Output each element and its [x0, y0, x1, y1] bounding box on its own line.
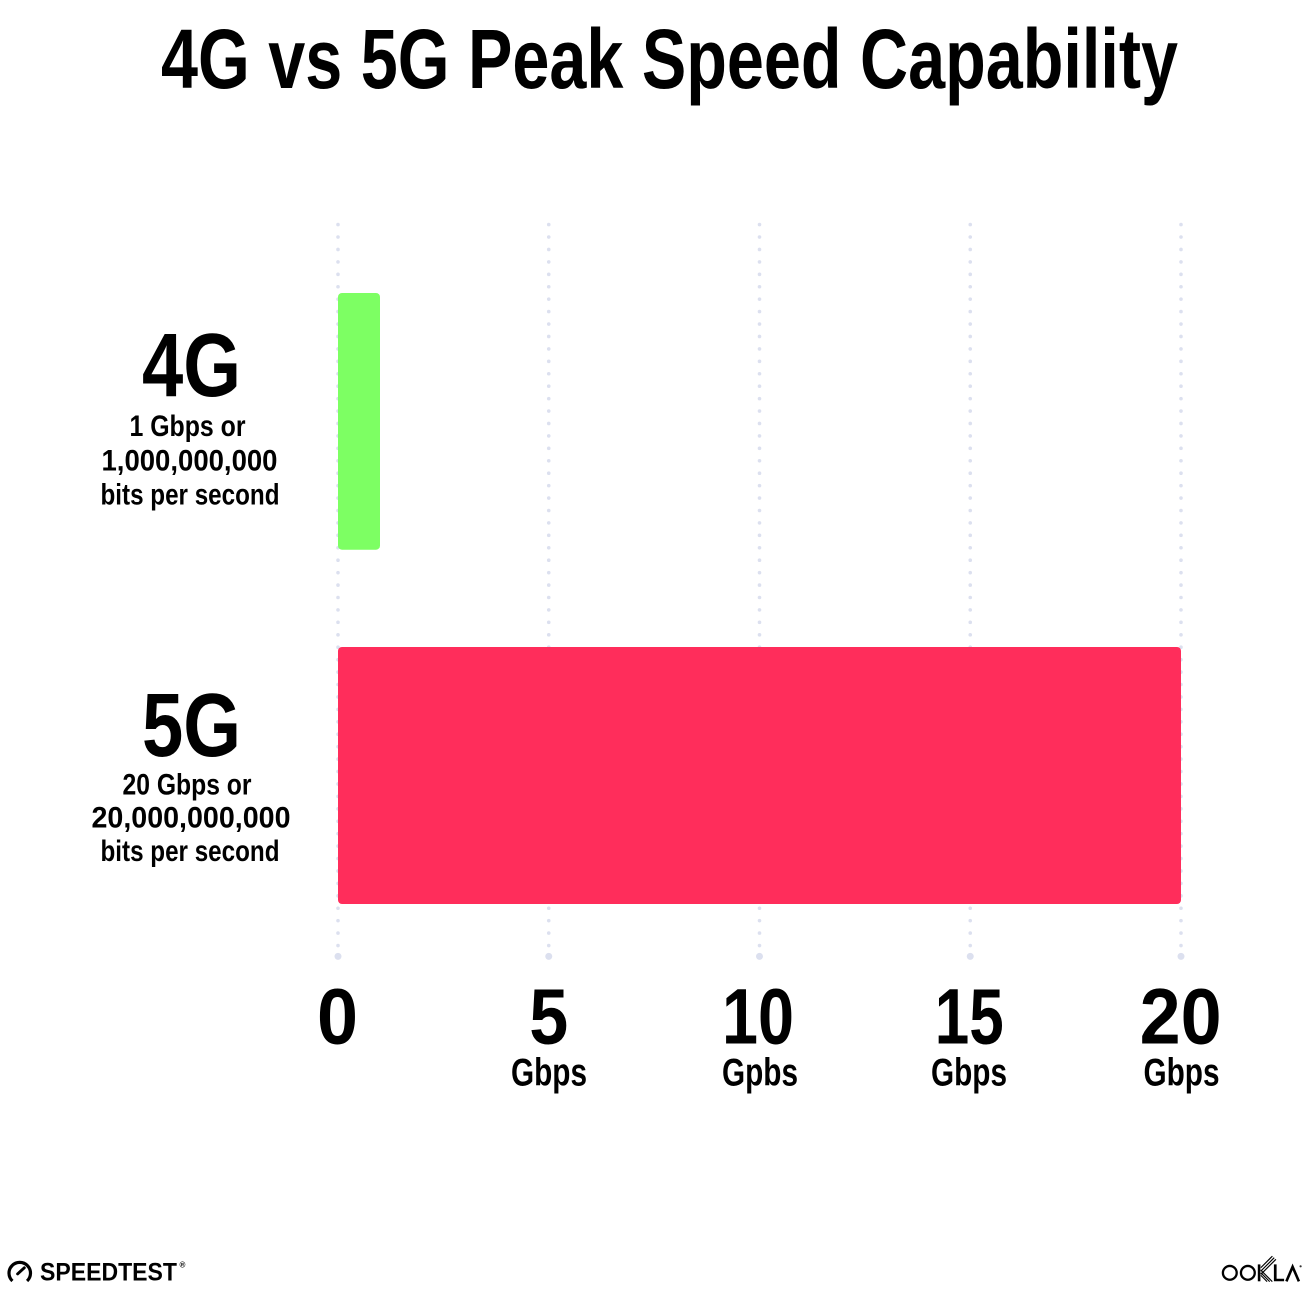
- svg-text:Gbps: Gbps: [931, 1052, 1007, 1095]
- svg-text:5G: 5G: [142, 676, 241, 776]
- svg-text:20 Gbps or: 20 Gbps or: [123, 768, 252, 801]
- svg-text:1,000,000,000: 1,000,000,000: [102, 444, 278, 477]
- svg-text:bits per second: bits per second: [101, 835, 280, 868]
- svg-text:20: 20: [1140, 971, 1222, 1060]
- svg-text:4G vs 5G Peak Speed Capability: 4G vs 5G Peak Speed Capability: [161, 12, 1178, 106]
- svg-text:Gbps: Gbps: [511, 1052, 587, 1095]
- svg-text:Gbps: Gbps: [1144, 1052, 1220, 1095]
- svg-text:Gpbs: Gpbs: [722, 1052, 798, 1095]
- svg-text:0: 0: [317, 971, 358, 1060]
- svg-text:1 Gbps or: 1 Gbps or: [130, 410, 246, 443]
- svg-text:20,000,000,000: 20,000,000,000: [92, 801, 291, 834]
- svg-text:5: 5: [529, 971, 568, 1060]
- svg-text:®: ®: [180, 1261, 186, 1270]
- svg-text:4G: 4G: [142, 316, 241, 416]
- svg-text:bits per second: bits per second: [101, 479, 280, 512]
- svg-text:SPEEDTEST: SPEEDTEST: [40, 1259, 177, 1287]
- svg-text:10: 10: [722, 971, 794, 1060]
- svg-text:15: 15: [935, 971, 1004, 1060]
